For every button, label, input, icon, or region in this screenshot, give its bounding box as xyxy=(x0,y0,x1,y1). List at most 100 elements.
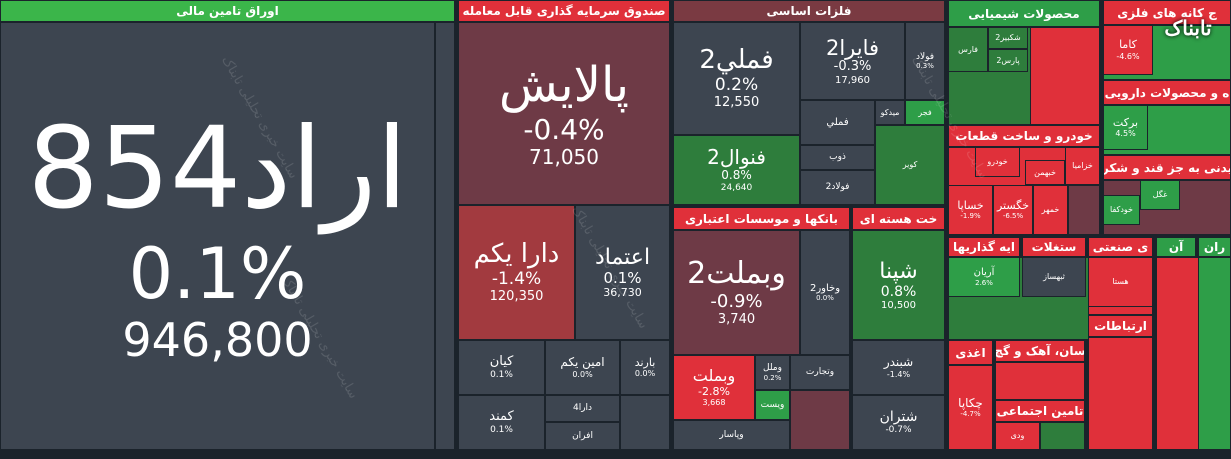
ticker-name: فولاد2 xyxy=(825,182,850,193)
ticker-name: فجر xyxy=(918,107,932,117)
ticker-change: -0.3% xyxy=(833,58,872,74)
ticker-name: وتجارت xyxy=(805,367,835,378)
ticker-name: شکبیر2 xyxy=(995,33,1021,43)
ticker-name: کمند xyxy=(489,408,514,424)
ticker-tile: کیان 0.1% xyxy=(458,340,545,395)
ticker-change: 0.0% xyxy=(816,294,834,303)
ticker-change: 0.0% xyxy=(572,369,593,379)
ticker-change: 0.8% xyxy=(880,283,917,300)
ticker-change: -4.7% xyxy=(960,410,981,419)
ticker-change: 0.1% xyxy=(490,369,513,380)
ticker-change: -0.9% xyxy=(710,290,763,312)
ticker-name: خگستر xyxy=(996,198,1030,212)
ticker-tile: وپاسار xyxy=(673,420,790,450)
ticker-change: 0.1% xyxy=(490,424,513,435)
ticker-name: ذوب xyxy=(829,152,846,163)
ticker-tile: فايرا2 -0.3% 17,960 xyxy=(800,22,905,100)
ticker-name: وبملت xyxy=(692,366,736,386)
ticker-name: افران xyxy=(572,430,593,441)
ticker-tile: فجر xyxy=(905,100,945,125)
ticker-tile: فملي xyxy=(800,100,875,145)
ticker-price: 120,350 xyxy=(489,288,544,304)
ticker-name: خساپا xyxy=(957,198,984,212)
sector-title: ستغلات xyxy=(1022,237,1086,257)
ticker-name: میدکو xyxy=(880,107,900,117)
sector-title: محصولات شیمیایی xyxy=(948,0,1100,27)
ticker-change: 2.6% xyxy=(975,278,993,287)
ticker-change: -1.4% xyxy=(886,369,911,379)
ticker-tile: وبملت2 -0.9% 3,740 xyxy=(673,230,800,355)
ticker-change: 0.3% xyxy=(916,62,934,71)
ticker-tile: فملي2 0.2% 12,550 xyxy=(673,22,800,135)
ticker-change: 4.5% xyxy=(1115,129,1136,139)
ticker-price: 24,640 xyxy=(720,183,753,194)
ticker-tile: خودرو xyxy=(975,147,1020,177)
logo: تابناک xyxy=(1164,16,1212,40)
ticker-price: 71,050 xyxy=(529,144,599,169)
ticker-tile: هستا xyxy=(1088,257,1153,307)
ticker-tile: میدکو xyxy=(875,100,905,125)
cell xyxy=(1068,185,1100,235)
ticker-tile: فولاد 0.3% xyxy=(905,22,945,100)
ticker-tile: پالایش -0.4% 71,050 xyxy=(458,22,670,205)
ticker-price: 17,960 xyxy=(835,74,870,86)
ticker-tile: خزامیا xyxy=(1065,147,1100,185)
ticker-name: وبملت2 xyxy=(687,256,786,292)
ticker-change: -1.4% xyxy=(491,269,542,290)
ticker-name: کیان xyxy=(489,353,514,369)
ticker-name: پالایش xyxy=(499,57,629,114)
ticker-change: 0.1% xyxy=(128,232,307,315)
sector-title: ران xyxy=(1198,237,1231,257)
sector-title: ایه گذاریها xyxy=(948,237,1020,257)
ticker-tile: خساپا -1.9% xyxy=(948,185,993,235)
sector-title: صندوق سرمایه گذاری قابل معامله xyxy=(458,0,670,22)
ticker-name: کویر xyxy=(902,160,918,170)
ticker-tile: خبهمن xyxy=(1025,160,1065,185)
ticker-name: خودکفا xyxy=(1110,205,1133,215)
ticker-tile: ذوب xyxy=(800,145,875,170)
ticker-tile: آریان 2.6% xyxy=(948,257,1020,297)
ticker-change: -0.7% xyxy=(885,425,912,436)
cell xyxy=(1040,422,1085,450)
sector-title: ارتباطات xyxy=(1088,315,1153,337)
cell xyxy=(1088,337,1153,450)
ticker-name: فملي2 xyxy=(699,45,774,76)
ticker-change: -4.6% xyxy=(1116,51,1140,61)
ticker-tile: اراد854 0.1% 946,800 xyxy=(0,22,435,450)
ticker-name: ثبهساز xyxy=(1043,272,1065,282)
ticker-change: 0.8% xyxy=(721,168,752,183)
ticker-name: شتران xyxy=(879,409,918,426)
ticker-name: فارس xyxy=(958,44,978,54)
ticker-price: 12,550 xyxy=(713,94,760,110)
ticker-tile: خگستر -6.5% xyxy=(993,185,1033,235)
ticker-tile: وخاور2 0.0% xyxy=(800,230,850,355)
ticker-name: فولاد xyxy=(915,51,935,62)
ticker-name: دارا یکم xyxy=(473,239,560,270)
sector-title: تامین اجتماعی xyxy=(995,400,1085,422)
sector-title: بانکها و موسسات اعتباری xyxy=(673,207,850,230)
ticker-tile: فنوال2 0.8% 24,640 xyxy=(673,135,800,205)
ticker-name: خبهمن xyxy=(1034,167,1056,177)
ticker-tile: خمهر xyxy=(1033,185,1068,235)
ticker-name: شپنا xyxy=(879,258,918,284)
ticker-name: وپاسار xyxy=(719,429,744,440)
ticker-name: پارس2 xyxy=(996,55,1020,65)
ticker-name: اعتماد xyxy=(594,244,651,270)
sector-title: خودرو و ساخت قطعات xyxy=(948,125,1100,147)
ticker-change: 0.1% xyxy=(603,269,642,288)
cell xyxy=(1030,27,1100,125)
sector-title: یدنی به جز قند و شکر xyxy=(1103,155,1231,180)
ticker-change: -2.8% xyxy=(698,384,730,398)
cell xyxy=(620,395,670,450)
ticker-tile: ودی xyxy=(995,422,1040,450)
ticker-name: خزامیا xyxy=(1072,161,1093,171)
ticker-name: وملل xyxy=(763,363,782,374)
ticker-tile: شپنا 0.8% 10,500 xyxy=(852,230,945,340)
sector-title: فلزات اساسی xyxy=(673,0,945,22)
ticker-tile: وملل 0.2% xyxy=(755,355,790,390)
cell xyxy=(790,390,850,450)
ticker-price: 36,730 xyxy=(603,286,642,300)
ticker-tile: شکبیر2 xyxy=(988,27,1028,49)
ticker-name: فايرا2 xyxy=(825,35,880,60)
